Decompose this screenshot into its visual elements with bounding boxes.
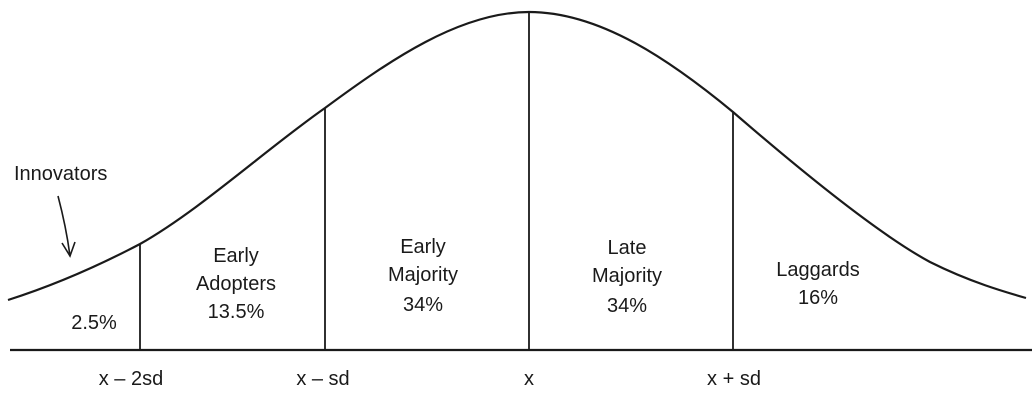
segment-innovators: 2.5% — [71, 312, 117, 334]
segment-late-majority-percent: 34% — [607, 295, 647, 317]
segment-innovators-percent: 2.5% — [71, 312, 117, 334]
innovators-label: Innovators — [14, 163, 107, 185]
segment-late-majority-line-1: Late — [608, 237, 647, 259]
segment-early-adopters-line-2: Adopters — [196, 273, 276, 295]
segment-early-majority-line-2: Majority — [388, 264, 458, 286]
segment-laggards: Laggards 16% — [776, 259, 859, 309]
segment-late-majority: Late Majority 34% — [592, 237, 662, 317]
bell-curve — [7, 10, 1027, 302]
segment-early-majority: Early Majority 34% — [388, 236, 458, 316]
segment-early-majority-line-1: Early — [400, 236, 446, 258]
tick-label-x-minus-2sd: x – 2sd — [99, 368, 163, 390]
tick-label-x: x — [524, 368, 534, 390]
segment-early-majority-percent: 34% — [403, 294, 443, 316]
segment-early-adopters-line-1: Early — [213, 245, 259, 267]
segment-early-adopters-percent: 13.5% — [208, 301, 265, 323]
tick-label-x-plus-sd: x + sd — [707, 368, 761, 390]
innovators-arrow-icon — [57, 195, 76, 258]
segment-late-majority-line-2: Majority — [592, 265, 662, 287]
segment-laggards-percent: 16% — [798, 287, 838, 309]
segment-laggards-line-1: Laggards — [776, 259, 859, 281]
segment-early-adopters: Early Adopters 13.5% — [196, 245, 276, 323]
tick-label-x-minus-sd: x – sd — [296, 368, 349, 390]
